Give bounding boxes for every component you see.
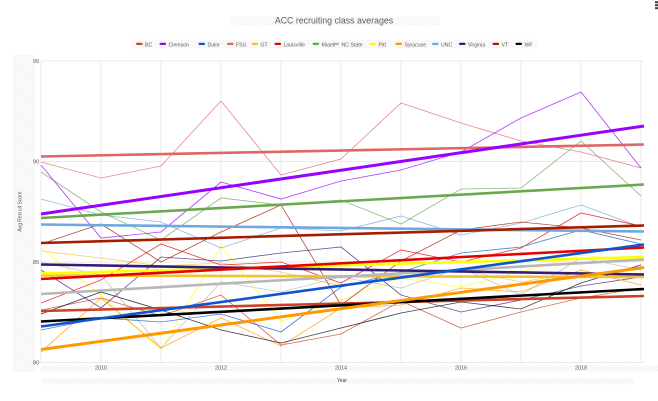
svg-text:2010: 2010 — [95, 365, 107, 371]
svg-text:Virginia: Virginia — [468, 42, 485, 48]
svg-text:95: 95 — [33, 59, 39, 65]
svg-text:2018: 2018 — [575, 365, 587, 371]
svg-text:Syracuse: Syracuse — [405, 42, 427, 48]
svg-text:WF: WF — [525, 42, 533, 48]
svg-text:2016: 2016 — [455, 365, 467, 371]
svg-text:GT: GT — [261, 42, 269, 48]
svg-text:80: 80 — [33, 361, 39, 367]
svg-text:FSU: FSU — [236, 42, 247, 48]
svg-text:Clemson: Clemson — [169, 42, 190, 48]
svg-text:ACC recruiting class averages: ACC recruiting class averages — [275, 16, 394, 26]
svg-text:UNC: UNC — [441, 42, 452, 48]
svg-text:Louisville: Louisville — [284, 42, 305, 48]
svg-text:NC State: NC State — [342, 42, 363, 48]
svg-text:VT: VT — [502, 42, 509, 48]
svg-text:Miami: Miami — [322, 42, 336, 48]
svg-text:Year: Year — [337, 378, 347, 384]
svg-text:Duke: Duke — [208, 42, 220, 48]
svg-text:85: 85 — [33, 260, 39, 266]
svg-text:2012: 2012 — [215, 365, 227, 371]
svg-text:2014: 2014 — [335, 365, 347, 371]
svg-text:Avg Recruit Score: Avg Recruit Score — [18, 191, 24, 231]
svg-text:90: 90 — [33, 160, 39, 166]
svg-text:BC: BC — [145, 42, 152, 48]
svg-text:Pitt: Pitt — [379, 42, 387, 48]
